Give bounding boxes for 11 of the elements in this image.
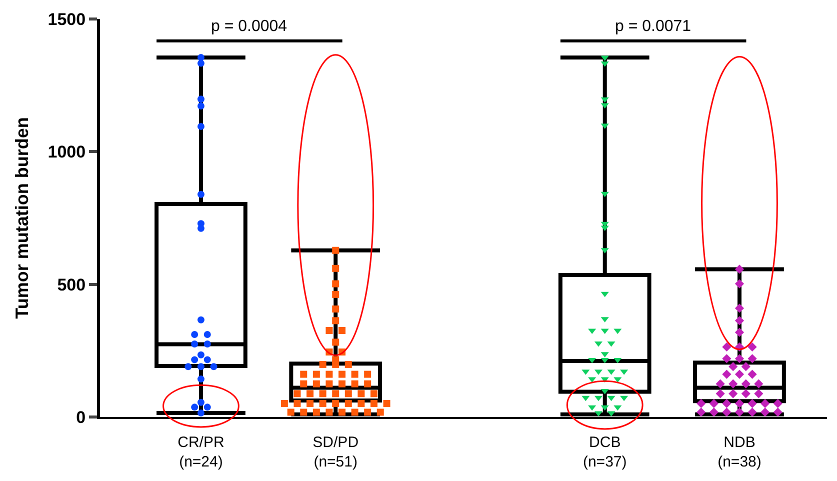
- x-tick-label: DCB (n=37): [582, 434, 627, 470]
- y-tick-label: 1500: [48, 10, 86, 29]
- annotation: p = 0.0071: [615, 18, 692, 35]
- y-tick-label: 1000: [48, 142, 86, 162]
- y-axis-title: Tumor mutation burden: [12, 117, 32, 319]
- x-tick-label: SD/PD (n=51): [312, 434, 359, 470]
- x-tick-label: CR/PR (n=24): [178, 434, 224, 470]
- y-tick-label: 500: [57, 275, 86, 294]
- y-tick-label: 0: [76, 408, 86, 427]
- annotation: p = 0.0004: [211, 18, 288, 35]
- x-tick-label: NDB (n=38): [718, 434, 762, 470]
